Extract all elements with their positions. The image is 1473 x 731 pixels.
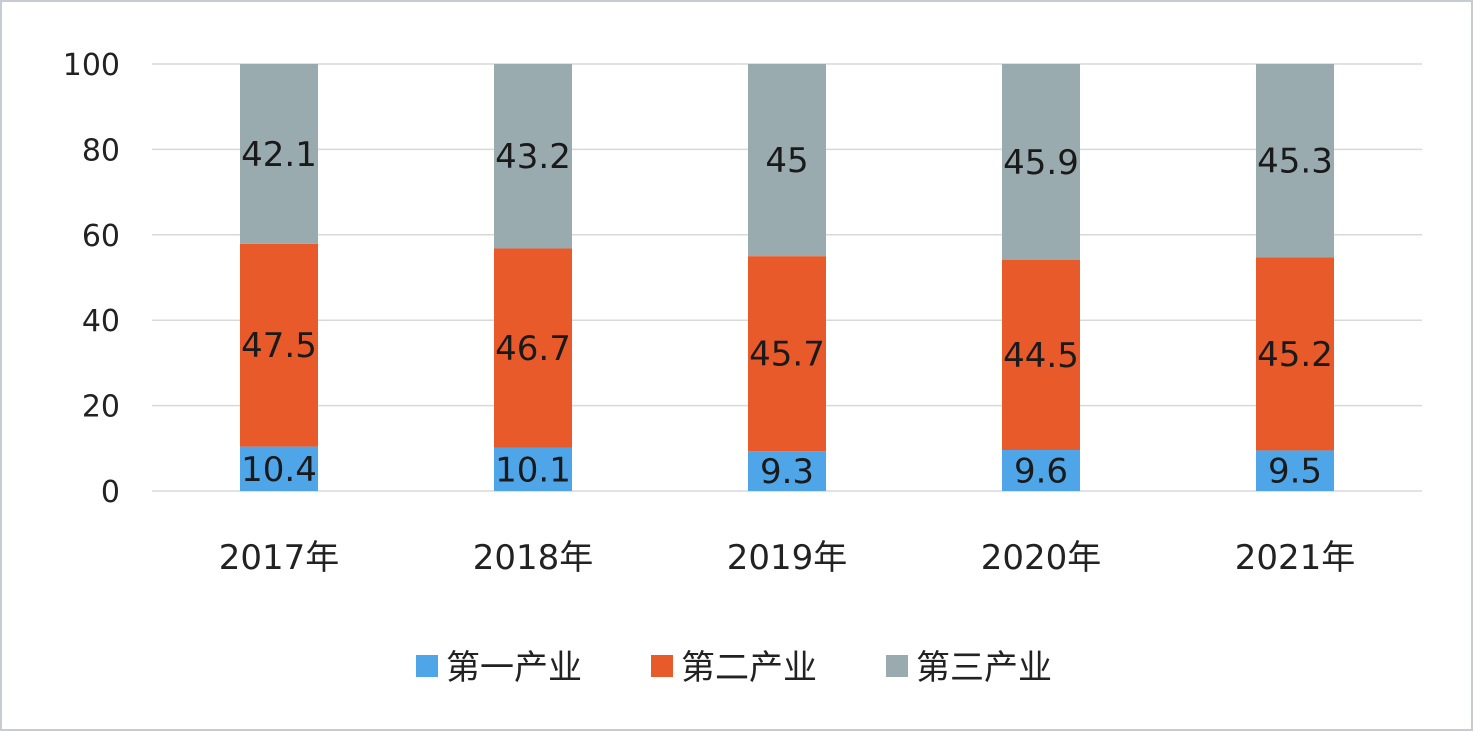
x-tick-label: 2019年 xyxy=(727,538,848,578)
data-label: 45.3 xyxy=(1257,142,1333,182)
bar-segment-2-3 xyxy=(748,256,826,452)
legend: 第一产业 第二产业 第三产业 xyxy=(416,648,1052,688)
legend-label-3: 第三产业 xyxy=(916,648,1052,688)
x-tick-label: 2020年 xyxy=(981,538,1102,578)
data-label: 9.5 xyxy=(1268,452,1322,492)
data-label: 45.7 xyxy=(749,335,825,375)
data-labels: 10.4 47.5 42.1 10.1 46.7 43.2 9.3 45.7 45 9.6 44.5… xyxy=(241,135,1333,492)
y-axis-ticks: 0 20 40 60 80 100 xyxy=(63,48,120,510)
bar-segment-1-1 xyxy=(240,446,318,491)
data-label: 10.1 xyxy=(495,450,571,490)
y-tick-label: 20 xyxy=(82,390,120,425)
data-label: 42.1 xyxy=(241,135,317,175)
bars xyxy=(240,64,1334,491)
bar-segment-1-3 xyxy=(748,451,826,491)
legend-label-1: 第一产业 xyxy=(446,648,582,688)
data-label: 45 xyxy=(765,141,808,181)
bar-segment-2-2 xyxy=(494,248,572,448)
bar-segment-1-5 xyxy=(1256,450,1334,491)
data-label: 9.3 xyxy=(760,452,814,492)
x-tick-label: 2017年 xyxy=(219,538,340,578)
bar-segment-3-2 xyxy=(494,64,572,249)
data-label: 9.6 xyxy=(1014,452,1068,492)
bar-segment-2-1 xyxy=(240,243,318,447)
y-tick-label: 100 xyxy=(63,48,120,83)
data-label: 47.5 xyxy=(241,326,317,366)
x-tick-label: 2021年 xyxy=(1235,538,1356,578)
y-tick-label: 40 xyxy=(82,304,120,339)
data-label: 46.7 xyxy=(495,329,571,369)
y-tick-label: 80 xyxy=(82,133,120,168)
legend-swatch-3 xyxy=(886,655,908,677)
data-label: 44.5 xyxy=(1003,336,1079,376)
bar-segment-3-5 xyxy=(1256,64,1334,258)
data-label: 10.4 xyxy=(241,450,317,490)
data-label: 43.2 xyxy=(495,137,571,177)
legend-swatch-2 xyxy=(651,655,673,677)
x-tick-label: 2018年 xyxy=(473,538,594,578)
bar-segment-3-1 xyxy=(240,64,318,244)
y-tick-label: 0 xyxy=(101,475,120,510)
bar-segment-2-4 xyxy=(1002,259,1080,451)
bar-segment-3-4 xyxy=(1002,64,1080,260)
bar-segment-2-5 xyxy=(1256,257,1334,451)
data-label: 45.9 xyxy=(1003,143,1079,183)
legend-label-2: 第二产业 xyxy=(681,648,817,688)
y-tick-label: 60 xyxy=(82,219,120,254)
x-axis-ticks: 2017年 2018年 2019年 2020年 2021年 xyxy=(219,538,1356,578)
bar-segment-1-4 xyxy=(1002,450,1080,491)
bar-segment-1-2 xyxy=(494,447,572,491)
legend-swatch-1 xyxy=(416,655,438,677)
data-label: 45.2 xyxy=(1257,335,1333,375)
bar-segment-3-3 xyxy=(748,64,826,257)
